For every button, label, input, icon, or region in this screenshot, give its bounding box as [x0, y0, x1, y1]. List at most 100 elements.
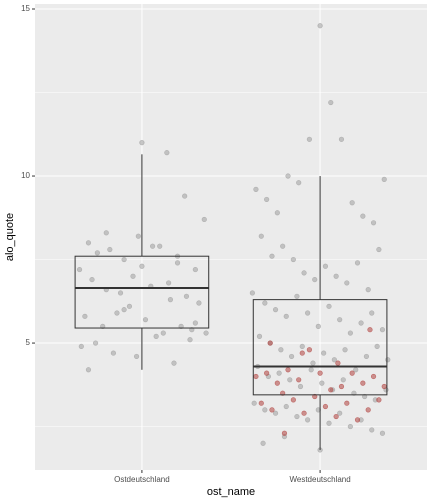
data-point: [351, 390, 357, 396]
data-point: [89, 276, 95, 283]
data-point: [92, 340, 99, 346]
y-tick-label: 15: [21, 4, 30, 13]
data-point: [358, 320, 364, 326]
data-point: [110, 350, 116, 356]
data-point: [344, 400, 350, 406]
data-point: [328, 387, 334, 393]
data-point: [349, 370, 355, 376]
data-point: [342, 347, 348, 353]
data-point: [107, 246, 113, 253]
data-point: [278, 347, 284, 353]
data-point: [183, 293, 190, 299]
data-point: [276, 370, 282, 376]
data-point: [328, 99, 334, 106]
data-point: [344, 280, 350, 286]
data-point: [340, 377, 346, 383]
data-point: [326, 420, 332, 426]
data-point: [142, 317, 149, 323]
data-point: [333, 413, 339, 420]
data-point: [354, 417, 361, 423]
data-point: [337, 317, 343, 323]
data-point: [308, 367, 314, 373]
data-point: [280, 243, 286, 249]
data-point: [312, 276, 318, 283]
data-point: [365, 407, 371, 413]
data-point: [166, 280, 172, 286]
data-point: [103, 230, 109, 236]
data-point: [192, 320, 198, 326]
data-point: [76, 266, 83, 273]
data-point: [133, 353, 140, 360]
data-point: [310, 360, 316, 366]
y-axis-title: alo_quote: [4, 213, 16, 261]
data-point: [269, 407, 275, 413]
data-point: [85, 367, 92, 373]
data-point: [78, 343, 84, 350]
data-point: [121, 307, 127, 313]
data-point: [171, 360, 177, 366]
data-point: [121, 256, 127, 263]
data-point: [85, 240, 92, 246]
data-point: [381, 176, 387, 182]
plot-panel: [35, 4, 427, 470]
data-point: [362, 393, 368, 400]
data-point: [367, 327, 373, 333]
data-point: [249, 290, 255, 296]
data-point: [376, 246, 382, 253]
data-point: [272, 410, 279, 416]
data-point: [360, 213, 366, 219]
data-point: [365, 287, 371, 293]
data-point: [288, 353, 295, 360]
data-point: [164, 150, 170, 156]
data-point: [347, 330, 353, 336]
data-point: [153, 333, 159, 339]
data-point: [301, 270, 307, 276]
data-point: [114, 310, 120, 316]
data-point: [317, 370, 323, 376]
data-point: [321, 350, 327, 356]
data-point: [379, 327, 386, 333]
data-point: [290, 256, 296, 263]
data-point: [269, 253, 275, 259]
data-point: [299, 343, 305, 350]
data-point: [253, 373, 259, 380]
data-point: [296, 377, 302, 383]
data-point: [251, 400, 257, 406]
data-point: [305, 417, 311, 423]
data-point: [281, 430, 288, 436]
data-point: [306, 347, 313, 353]
data-point: [182, 193, 188, 199]
data-point: [256, 333, 263, 339]
data-point: [349, 200, 355, 206]
data-point: [258, 400, 264, 406]
data-point: [283, 313, 289, 319]
data-point: [82, 313, 88, 319]
data-point: [337, 410, 343, 416]
data-point: [167, 297, 174, 303]
data-point: [139, 140, 145, 146]
y-tick-label: 10: [21, 171, 30, 180]
data-point: [262, 300, 268, 306]
data-point: [363, 353, 370, 360]
data-point: [315, 407, 321, 413]
data-point: [338, 136, 345, 142]
data-point: [258, 233, 264, 239]
data-point: [264, 370, 270, 376]
data-point: [331, 357, 337, 363]
data-point: [262, 407, 268, 413]
data-point: [285, 367, 291, 373]
data-point: [317, 23, 323, 29]
data-point: [260, 440, 266, 446]
data-point: [126, 303, 133, 309]
x-tick-label: Ostdeutschland: [114, 475, 170, 484]
data-point: [272, 307, 279, 313]
data-point: [370, 220, 377, 226]
data-point: [192, 266, 198, 273]
data-point: [253, 186, 259, 192]
data-point: [139, 263, 145, 269]
data-point: [381, 383, 387, 390]
data-point: [157, 243, 163, 249]
data-point: [187, 337, 193, 343]
data-point: [117, 290, 124, 296]
